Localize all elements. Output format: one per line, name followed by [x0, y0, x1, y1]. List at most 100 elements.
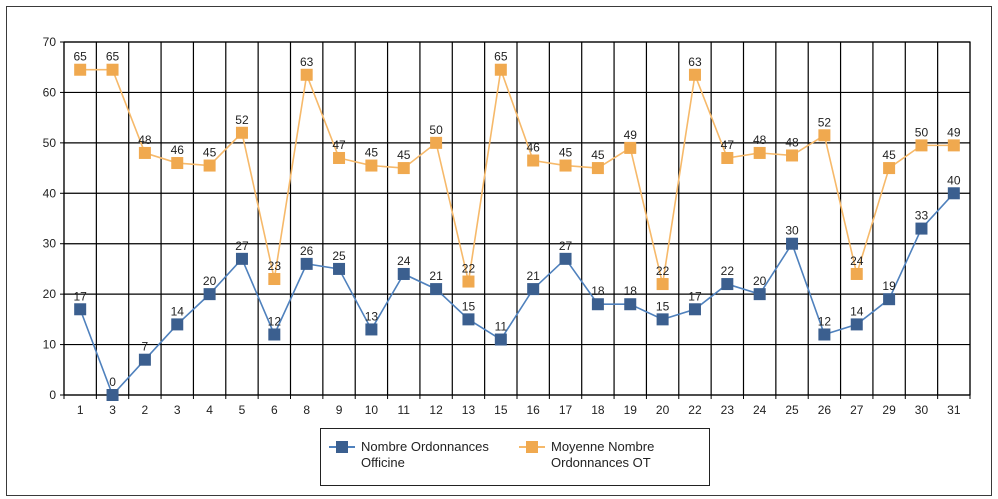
data-point — [624, 298, 637, 311]
data-label: 14 — [850, 304, 864, 318]
data-point — [171, 157, 184, 170]
data-point — [591, 298, 604, 311]
data-label: 65 — [106, 50, 120, 64]
data-label: 52 — [818, 115, 832, 129]
data-label: 50 — [915, 125, 929, 139]
data-label: 18 — [591, 284, 605, 298]
data-label: 45 — [591, 148, 605, 162]
data-point — [138, 146, 151, 159]
series-line — [80, 68, 954, 285]
data-point — [688, 68, 701, 81]
x-tick-label: 9 — [336, 403, 343, 417]
data-label: 50 — [429, 123, 443, 137]
data-label: 24 — [397, 254, 411, 268]
data-point — [624, 141, 637, 154]
series-line — [79, 192, 955, 397]
data-point — [268, 273, 281, 286]
data-label: 49 — [624, 128, 638, 142]
x-tick-label: 18 — [591, 403, 605, 417]
data-label: 23 — [268, 259, 282, 273]
data-label: 27 — [559, 239, 573, 253]
x-tick-label: 27 — [850, 403, 864, 417]
data-point — [138, 353, 151, 366]
data-point — [786, 237, 799, 250]
data-label: 21 — [526, 269, 540, 283]
data-label: 45 — [203, 146, 217, 160]
data-label: 25 — [332, 249, 346, 263]
x-tick-label: 15 — [494, 403, 508, 417]
data-label: 49 — [947, 125, 961, 139]
data-point — [235, 126, 248, 139]
y-tick-label: 40 — [43, 186, 57, 200]
data-label: 47 — [721, 138, 735, 152]
data-point — [883, 162, 896, 175]
data-label: 18 — [624, 284, 638, 298]
data-label: 21 — [429, 269, 443, 283]
y-tick-label: 10 — [43, 338, 57, 352]
y-tick-label: 70 — [43, 35, 57, 49]
y-tick-label: 50 — [43, 136, 57, 150]
data-label: 22 — [656, 264, 670, 278]
data-point — [106, 389, 119, 401]
series-officine — [74, 187, 960, 401]
data-point — [947, 139, 960, 152]
data-point — [786, 149, 799, 162]
data-label: 26 — [300, 244, 314, 258]
data-label: 24 — [850, 254, 864, 268]
x-tick-label: 25 — [785, 403, 799, 417]
y-tick-label: 20 — [43, 287, 57, 301]
series-layer — [74, 63, 960, 401]
data-point — [721, 151, 734, 164]
legend-item-officine: Nombre Ordonnances Officine — [329, 439, 511, 471]
data-point — [171, 318, 184, 331]
data-label: 48 — [785, 135, 799, 149]
x-tick-label: 22 — [688, 403, 702, 417]
x-tick-label: 17 — [559, 403, 573, 417]
data-label: 22 — [721, 264, 735, 278]
x-tick-label: 10 — [365, 403, 379, 417]
x-tick-label: 3 — [174, 403, 181, 417]
data-label: 45 — [882, 148, 896, 162]
data-point — [462, 313, 475, 326]
data-label: 63 — [688, 55, 702, 69]
data-point — [300, 257, 313, 270]
data-label: 13 — [365, 309, 379, 323]
x-tick-label: 4 — [206, 403, 213, 417]
data-point — [333, 151, 346, 164]
data-label: 17 — [73, 289, 87, 303]
data-label: 12 — [268, 314, 282, 328]
x-tick-label: 5 — [239, 403, 246, 417]
data-point — [883, 293, 896, 306]
data-point — [494, 333, 507, 346]
x-tick-label: 26 — [818, 403, 832, 417]
data-label: 27 — [235, 239, 249, 253]
x-tick-label: 11 — [398, 403, 411, 417]
data-point — [203, 288, 216, 301]
data-label: 47 — [332, 138, 346, 152]
x-tick-label: 2 — [142, 403, 149, 417]
legend-label-officine: Nombre Ordonnances Officine — [361, 439, 489, 470]
data-label: 15 — [462, 299, 476, 313]
data-label: 45 — [365, 146, 379, 160]
data-label: 20 — [753, 274, 767, 288]
data-label: 17 — [688, 289, 702, 303]
data-label: 7 — [142, 340, 149, 354]
data-point — [818, 328, 831, 341]
data-label: 0 — [109, 375, 116, 389]
data-point — [333, 262, 346, 275]
data-label: 33 — [915, 209, 929, 223]
x-tick-label: 16 — [526, 403, 540, 417]
data-point — [494, 63, 507, 76]
data-label: 15 — [656, 299, 670, 313]
x-tick-label: 1 — [77, 403, 84, 417]
data-label: 65 — [494, 50, 508, 64]
data-point — [235, 252, 248, 265]
data-point — [106, 63, 119, 76]
x-tick-label: 12 — [429, 403, 443, 417]
legend-label-ot: Moyenne Nombre Ordonnances OT — [551, 439, 655, 470]
x-tick-label: 29 — [882, 403, 896, 417]
data-label: 65 — [73, 50, 87, 64]
data-label: 20 — [203, 274, 217, 288]
data-point — [74, 303, 87, 316]
